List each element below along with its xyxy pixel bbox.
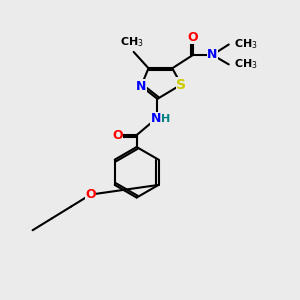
Text: O: O (112, 129, 123, 142)
Text: H: H (161, 114, 170, 124)
Text: CH$_3$: CH$_3$ (234, 58, 258, 71)
Text: CH$_3$: CH$_3$ (234, 38, 258, 51)
Text: N: N (207, 48, 218, 62)
Text: O: O (188, 31, 198, 44)
Text: N: N (151, 112, 161, 125)
Text: N: N (136, 80, 146, 93)
Text: S: S (176, 78, 186, 92)
Text: CH$_3$: CH$_3$ (120, 35, 144, 49)
Text: O: O (85, 188, 96, 201)
